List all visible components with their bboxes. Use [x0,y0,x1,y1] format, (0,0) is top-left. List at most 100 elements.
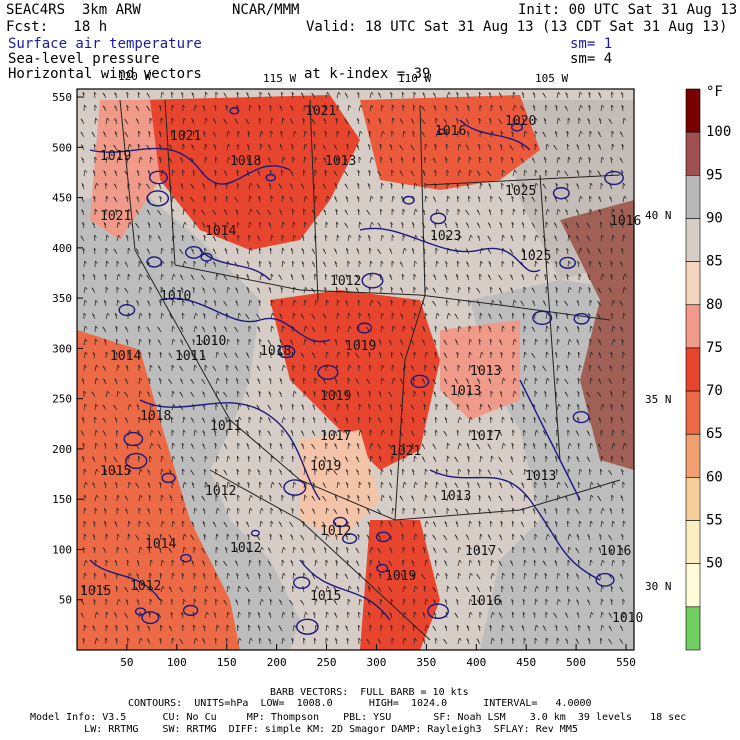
pressure-label: 1015 [80,584,111,599]
colorbar-box [685,88,701,133]
pressure-label: 1018 [260,344,291,359]
pressure-label: 1025 [520,249,551,264]
barb-legend: BARB VECTORS: FULL BARB = 10 kts [270,687,469,698]
colorbar-label: 85 [706,254,723,270]
pressure-label: 1016 [435,124,466,139]
pressure-label: 1020 [505,114,536,129]
x-tick-label: 300 [367,656,387,669]
pressure-label: 1010 [195,334,226,349]
colorbar-label: 80 [706,297,723,313]
org-label: NCAR/MMM [232,2,300,18]
colorbar-label: 55 [706,513,723,529]
pressure-label: 1019 [385,569,416,584]
x-tick-label: 150 [217,656,237,669]
axis-ticks [77,96,627,650]
pressure-label: 1010 [160,289,191,304]
y-tick-label: 400 [52,242,72,255]
pressure-label: 1018 [140,409,171,424]
model-title: SEAC4RS 3km ARW [6,2,141,18]
model-info-line2: LW: RRTMG SW: RRTMG DIFF: simple KM: 2D … [30,724,578,735]
colorbar-box [685,433,701,478]
x-tick-label: 500 [566,656,586,669]
forecast-hour: Fcst: 18 h [6,19,108,35]
model-info-line1: Model Info: V3.5 CU: No Cu MP: Thompson … [30,712,687,723]
y-axis-labels: 50 100 150 200 250 300 350 400 450 500 550 [52,91,72,607]
pressure-label: 1017 [470,429,501,444]
y-tick-label: 500 [52,141,72,154]
isobar-contours [89,107,624,635]
pressure-label: 1013 [525,469,556,484]
x-tick-label: 450 [516,656,536,669]
contour-info: CONTOURS: UNITS=hPa LOW= 1008.0 HIGH= 10… [128,698,592,709]
pressure-label: 1019 [310,459,341,474]
colorbar-label: 70 [706,383,723,399]
colorbar-box [685,606,701,651]
pressure-label: 1013 [470,364,501,379]
pressure-label: 1013 [325,154,356,169]
y-tick-label: 550 [52,91,72,104]
y-tick-label: 200 [52,443,72,456]
pressure-label-group: 1019 1021 1016 1020 1021 1018 1013 1025 1021 1014… [80,104,643,626]
pressure-label: 1019 [320,389,351,404]
pressure-label: 1012 [205,484,236,499]
colorbar-label: 75 [706,340,723,356]
pressure-label: 1016 [610,214,641,229]
colorbar-box [685,347,701,392]
pressure-label: 1012 [130,579,161,594]
colorbar-box [685,563,701,608]
pressure-label: 1017 [465,544,496,559]
y-tick-label: 450 [52,192,72,205]
x-tick-label: 250 [317,656,337,669]
x-tick-label: 200 [267,656,287,669]
colorbar-label: 60 [706,469,723,485]
colorbar-unit: °F [706,84,723,100]
colorbar-label: 100 [706,124,731,140]
pressure-label: 1021 [100,209,131,224]
pressure-label: 1013 [440,489,471,504]
lon-label-115w: 115 W [263,72,296,85]
pressure-label: 1014 [145,537,176,552]
x-tick-label: 100 [167,656,187,669]
pressure-label: 1010 [612,611,643,626]
sm-temperature: sm= 1 [570,36,613,52]
colorbar-label: 90 [706,210,723,226]
pressure-label: 1012 [230,541,261,556]
wind-barbs [80,91,627,645]
pressure-label: 1014 [110,349,141,364]
pressure-label: 1021 [390,444,421,459]
colorbar-box [685,390,701,435]
pressure-label: 1018 [230,154,261,169]
lat-label-30n: 30 N [645,580,672,593]
y-tick-label: 50 [59,594,72,607]
pressure-label: 1019 [345,339,376,354]
valid-time: Valid: 18 UTC Sat 31 Aug 13 (13 CDT Sat … [306,19,728,35]
lon-label-120w: 120 W [118,70,151,83]
colorbar-label: 65 [706,426,723,442]
y-tick-label: 250 [52,393,72,406]
sm-pressure: sm= 4 [570,51,613,67]
colorbar-box [685,304,701,349]
pressure-label: 1021 [305,104,336,119]
y-tick-label: 100 [52,543,72,556]
lon-label-110w: 110 W [398,72,431,85]
y-tick-label: 300 [52,342,72,355]
pressure-label: 1011 [210,419,241,434]
pressure-label: 1016 [600,544,631,559]
x-tick-label: 350 [416,656,436,669]
colorbar-box [685,218,701,262]
colorbar-label: 95 [706,167,723,183]
lat-label-35n: 35 N [645,393,672,406]
map-frame [76,88,635,651]
pressure-label: 1025 [505,184,536,199]
colorbar-box [685,175,701,219]
x-tick-label: 400 [466,656,486,669]
pressure-label: 1014 [205,224,236,239]
pressure-label: 1013 [450,384,481,399]
x-axis-labels: 50 100 150 200 250 300 350 400 450 500 550 [120,656,636,669]
colorbar-box [685,520,701,564]
colorbar-box [685,261,701,306]
x-tick-label: 550 [616,656,636,669]
lon-label-105w: 105 W [535,72,568,85]
